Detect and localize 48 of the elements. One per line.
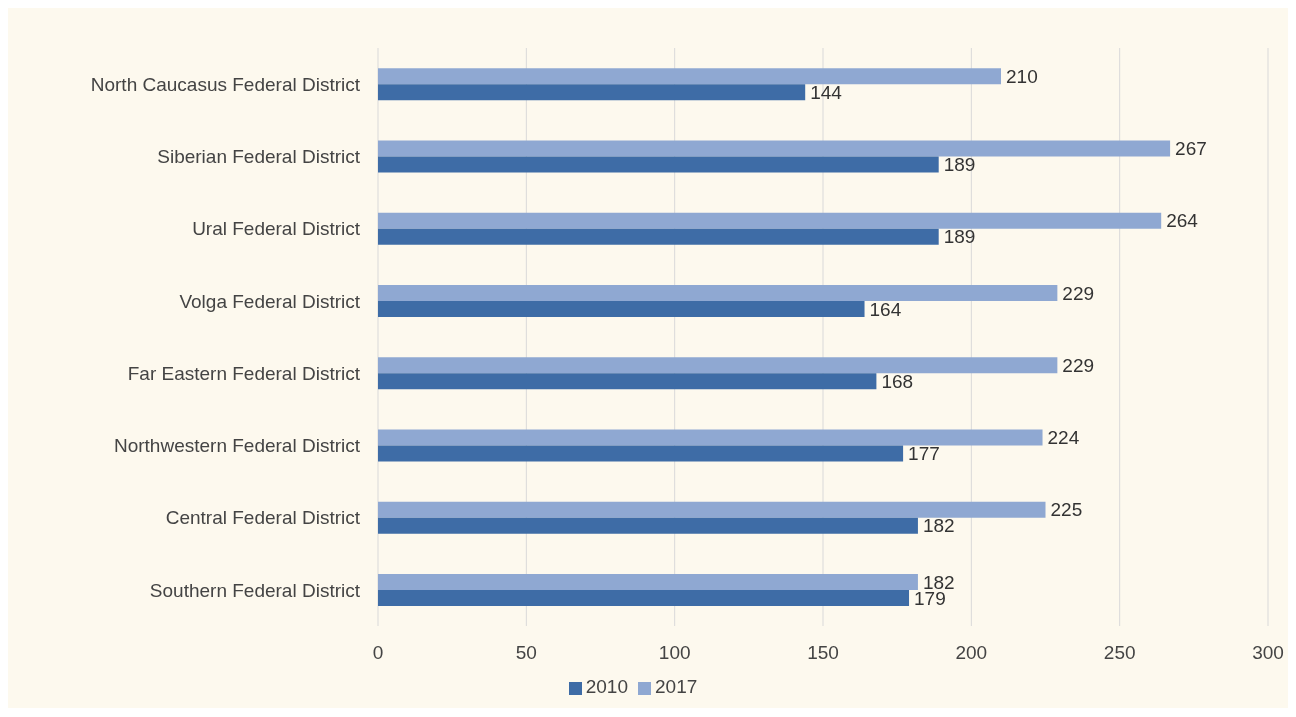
bar — [378, 68, 1001, 85]
data-label: 264 — [1166, 210, 1199, 232]
bar — [378, 501, 1046, 518]
x-tick-label: 0 — [372, 642, 384, 664]
data-label: 229 — [1062, 282, 1095, 304]
x-tick-label: 100 — [658, 642, 691, 664]
y-tick-label: Volga Federal District — [179, 290, 361, 312]
data-label: 267 — [1175, 138, 1207, 160]
x-tick-label: 250 — [1103, 642, 1136, 664]
bar — [378, 228, 939, 245]
legend-label: 2017 — [655, 676, 698, 697]
bar — [378, 373, 877, 390]
bar — [378, 573, 918, 590]
y-tick-label: Siberian Federal District — [157, 146, 361, 168]
bar — [378, 300, 865, 317]
data-label: 225 — [1050, 499, 1083, 521]
data-label: 164 — [869, 298, 902, 320]
data-label: 144 — [810, 81, 843, 103]
bar — [378, 156, 939, 173]
data-label: 177 — [908, 443, 940, 465]
data-label: 229 — [1062, 354, 1095, 376]
bar — [378, 445, 904, 462]
data-label: 224 — [1047, 427, 1080, 449]
x-tick-label: 300 — [1252, 642, 1284, 664]
data-label: 189 — [943, 226, 976, 248]
x-tick-label: 150 — [807, 642, 839, 664]
bar — [378, 429, 1043, 446]
y-tick-label: Central Federal District — [165, 507, 361, 529]
data-label: 168 — [881, 370, 914, 392]
bar — [378, 212, 1162, 229]
bar — [378, 84, 806, 101]
data-label: 189 — [943, 154, 976, 176]
data-label: 182 — [922, 571, 955, 593]
data-label: 210 — [1006, 65, 1038, 87]
x-tick-label: 200 — [955, 642, 988, 664]
bar — [378, 140, 1171, 157]
x-tick-label: 50 — [515, 642, 537, 664]
legend-label: 2010 — [585, 676, 628, 697]
y-tick-label: Southern Federal District — [149, 579, 361, 601]
y-tick-label: Far Eastern Federal District — [127, 362, 361, 384]
y-tick-label: Ural Federal District — [192, 218, 361, 240]
y-tick-label: Northwestern Federal District — [113, 435, 361, 457]
bar — [378, 357, 1058, 374]
bar — [378, 284, 1058, 301]
bar — [378, 589, 910, 606]
y-tick-label: North Caucasus Federal District — [90, 73, 361, 95]
bar — [378, 517, 918, 534]
data-label: 182 — [922, 515, 955, 537]
